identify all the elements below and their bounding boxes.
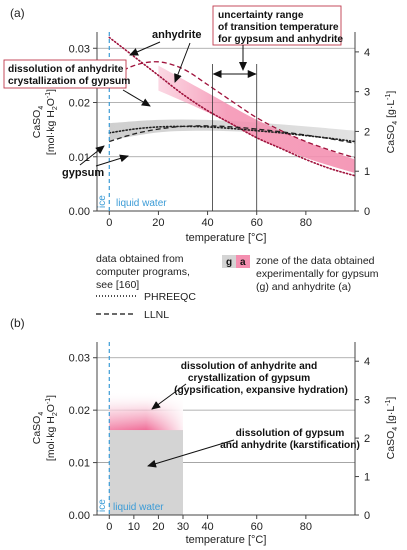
right-tick-label: 0 [364,206,370,218]
legend-zone-line2: experimentally for gypsum [256,268,379,280]
gypsification-arrow [151,383,187,410]
dissolution-label-line1: dissolution of anhydrite [8,64,124,75]
gypsum-arrow-1 [79,145,105,166]
dissolution-label-box [3,59,127,89]
left-tick-label: 0.03 [69,353,90,365]
legend-data-line2: computer programs, [96,266,190,278]
right-axis-label: CaSO4 [g·L-1] [385,91,399,154]
anhydrite-label: anhydrite [152,29,202,41]
legend-phreeqc-label: PHREEQC [144,291,196,303]
left-tick-label: 0.02 [69,405,90,417]
uncertainty-label-line1: uncertainty range [218,10,304,21]
right-tick-label: 3 [364,87,370,99]
x-tick-label: 60 [251,521,263,533]
right-tick-label: 4 [364,356,370,368]
grid-lines [97,47,355,158]
gypsification-label-line2: crystallization of gypsum [188,373,310,384]
legend-data-line3: see [160] [96,279,139,291]
x-tick-label: 80 [300,217,312,229]
svg-text:[mol·kg H2O-1]: [mol·kg H2O-1] [45,89,59,155]
gypsum-experimental-zone [109,119,356,141]
right-tick-label: 2 [364,433,370,445]
karstification-region [109,430,183,515]
right-tick-label: 4 [364,47,370,59]
anhydrite-arrow-2 [174,42,191,83]
legend: data obtained from computer programs, se… [96,253,379,321]
legend-swatch-a-label: a [240,257,246,268]
gypsum-arrow-2 [95,154,129,167]
x-tick-label: 0 [106,217,112,229]
uncertainty-label-box [212,5,342,46]
dissolution-arrow [122,89,151,107]
left-axis-label: CaSO4 [mol·kg H2O-1] [31,89,59,155]
legend-data-line1: data obtained from [96,253,184,265]
left-tick-label: 0.00 [69,206,90,218]
legend-llnl-label: LLNL [144,309,169,321]
svg-text:CaSO4 [g·L-1]: CaSO4 [g·L-1] [385,91,399,154]
anhydrite-arrow-1 [129,41,161,56]
gypsification-label-line3: (gypsification, expansive hydration) [174,385,348,396]
svg-text:CaSO4: CaSO4 [31,106,45,139]
karst-label-line2: and anhydrite (karstification) [220,440,360,451]
right-tick-label: 2 [364,126,370,138]
left-axis-label: CaSO4 [mol·kg H2O-1] [31,395,59,461]
panel-b-label: (b) [10,316,25,330]
svg-text:CaSO4 [g·L-1]: CaSO4 [g·L-1] [385,397,399,460]
x-tick-label: 20 [152,217,164,229]
legend-swatch-g-label: g [226,257,232,268]
ice-label: ice [97,195,108,208]
legend-zone-line1: zone of the data obtained [256,255,375,267]
x-tick-label: 80 [300,521,312,533]
gypsification-label-line1: dissolution of anhydrite and [181,361,317,372]
legend-swatch-gypsum [222,255,236,268]
x-tick-label: 10 [128,521,140,533]
right-axis-label: CaSO4 [g·L-1] [385,397,399,460]
dissolution-label-line2: crystallization of gypsum [8,76,130,87]
x-tick-label: 60 [251,217,263,229]
left-tick-label: 0.02 [69,98,90,110]
series-line-anhydrite-dashed [108,61,356,159]
ice-label: ice [97,499,108,512]
x-tick-label: 0 [106,521,112,533]
karst-label-line1: dissolution of gypsum [236,428,345,439]
x-tick-label: 20 [152,521,164,533]
legend-zone-line3: (g) and anhydrite (a) [256,281,351,293]
gypsification-region-fade [109,391,183,431]
x-tick-label: 30 [177,521,189,533]
series-lines [108,36,356,177]
right-tick-label: 0 [364,510,370,522]
left-tick-label: 0.03 [69,43,90,55]
gypsum-label: gypsum [62,167,104,179]
uncertainty-label-line2: of transition temperature [218,22,339,33]
anhydrite-experimental-zone [158,65,355,174]
liquid-water-label: liquid water [113,502,164,513]
panel-a-label: (a) [10,6,25,20]
x-axis-label: temperature [°C] [186,232,267,244]
liquid-water-label: liquid water [116,198,167,209]
series-line-gypsum-dashed [109,125,356,144]
x-tick-label: 40 [201,217,213,229]
right-tick-label: 1 [364,472,370,484]
left-tick-label: 0.00 [69,510,90,522]
x-tick-label: 40 [201,521,213,533]
left-tick-label: 0.01 [69,458,90,470]
series-line-anhydrite-dotted [108,36,356,177]
uncertainty-label-line3: for gypsum and anhydrite [218,34,343,45]
karst-arrow [147,439,235,468]
x-axis-label: temperature [°C] [186,534,267,546]
right-tick-label: 3 [364,395,370,407]
legend-swatch-anhydrite [236,255,250,268]
svg-text:[mol·kg H2O-1]: [mol·kg H2O-1] [45,395,59,461]
left-tick-label: 0.01 [69,152,90,164]
right-tick-label: 1 [364,166,370,178]
series-line-gypsum-dotted [108,125,356,143]
svg-text:CaSO4: CaSO4 [31,412,45,445]
